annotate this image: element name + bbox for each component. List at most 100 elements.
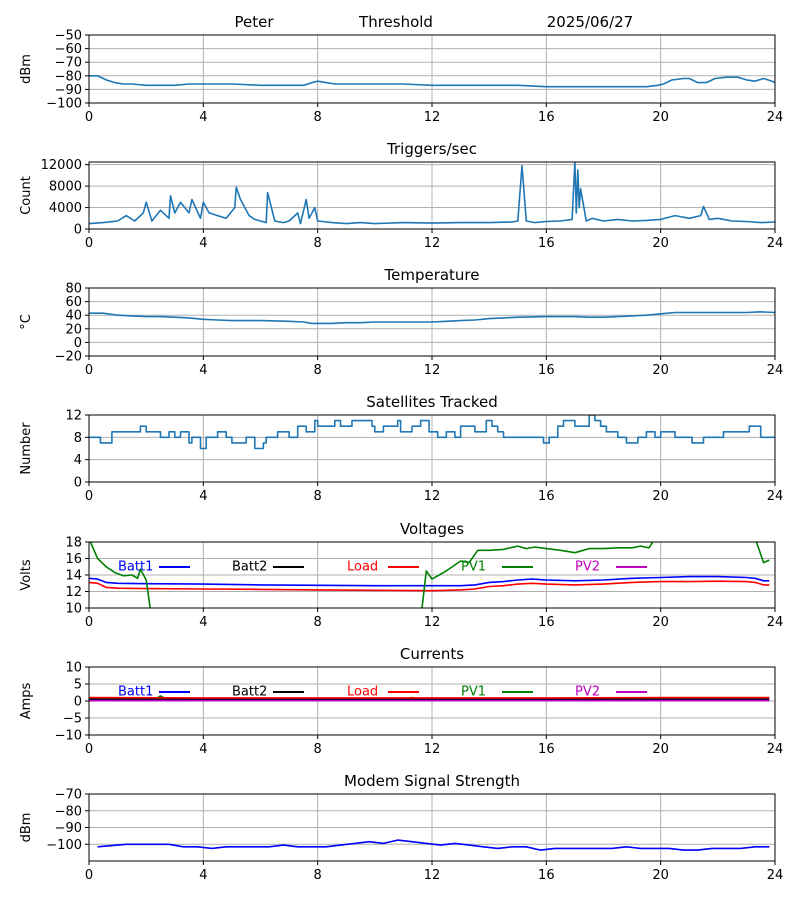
y-tick-label: 0 (74, 336, 82, 351)
legend-label-pv1: PV1 (461, 685, 486, 700)
y-tick-label: 4000 (49, 201, 82, 216)
y-tick-label: −100 (46, 97, 82, 112)
x-tick-label: 4 (199, 868, 207, 883)
x-tick-label: 24 (767, 615, 784, 630)
y-tick-label: −70 (55, 788, 82, 803)
series-line-triggers (89, 162, 775, 225)
legend-label-pv2: PV2 (575, 685, 600, 700)
x-tick-label: 0 (85, 110, 93, 125)
x-tick-label: 20 (652, 615, 669, 630)
y-axis-label: Amps (19, 682, 34, 719)
legend-label-batt2: Batt2 (232, 685, 267, 700)
x-tick-label: 20 (652, 236, 669, 251)
legend-label-load: Load (347, 685, 378, 700)
x-tick-label: 24 (767, 110, 784, 125)
y-tick-label: −80 (55, 69, 82, 84)
x-tick-label: 24 (767, 489, 784, 504)
x-tick-label: 16 (538, 489, 555, 504)
series-line-modem (97, 839, 770, 851)
y-axis-label: Number (19, 422, 34, 475)
header-date: 2025/06/27 (547, 13, 633, 31)
series-line-batt1 (89, 575, 770, 587)
x-tick-label: 12 (424, 236, 441, 251)
x-tick-label: 0 (85, 742, 93, 757)
y-axis-label: Volts (19, 559, 34, 591)
y-tick-label: 4 (74, 453, 82, 468)
figure-header: Peter Threshold 2025/06/27 (234, 13, 633, 31)
legend-label-batt2: Batt2 (232, 560, 267, 575)
y-tick-label: −20 (55, 350, 82, 365)
y-axis-label: dBm (19, 813, 34, 843)
y-tick-label: −80 (55, 804, 82, 819)
x-tick-label: 8 (314, 236, 322, 251)
x-tick-label: 16 (538, 742, 555, 757)
x-tick-label: 12 (424, 742, 441, 757)
x-tick-label: 4 (199, 615, 207, 630)
x-tick-label: 0 (85, 489, 93, 504)
y-tick-label: 8 (74, 431, 82, 446)
x-tick-label: 16 (538, 868, 555, 883)
y-tick-label: −10 (55, 729, 82, 744)
panel-satellites: 0 4 8 12 16 20 24 0 4 8 12 Satellites Tracked Number (19, 393, 783, 504)
series-line-load (89, 580, 770, 592)
x-tick-label: 8 (314, 489, 322, 504)
x-tick-label: 20 (652, 363, 669, 378)
header-station: Peter (234, 13, 274, 31)
y-tick-label: 0 (74, 695, 82, 710)
x-tick-label: 24 (767, 363, 784, 378)
chart-title: Satellites Tracked (366, 393, 497, 411)
chart-title: Temperature (383, 266, 479, 284)
chart-title: Voltages (400, 520, 464, 538)
x-tick-label: 16 (538, 110, 555, 125)
y-tick-label: 12 (65, 409, 82, 424)
x-tick-label: 20 (652, 868, 669, 883)
y-tick-label: 12000 (41, 158, 82, 173)
y-tick-label: −90 (55, 821, 82, 836)
series-line-temperature (89, 311, 775, 325)
y-tick-label: 40 (65, 309, 82, 324)
x-tick-label: 24 (767, 868, 784, 883)
panel-triggers: 0 4 8 12 16 20 24 0 4000 8000 12000 Triggers/sec Cou… (19, 140, 783, 251)
series-line-pv1 (89, 542, 770, 608)
x-tick-label: 12 (424, 110, 441, 125)
y-tick-label: 10 (65, 602, 82, 617)
x-tick-label: 12 (424, 363, 441, 378)
y-tick-label: 80 (65, 282, 82, 297)
chart-title: Triggers/sec (386, 140, 477, 158)
y-tick-label: 0 (74, 223, 82, 238)
x-tick-label: 16 (538, 615, 555, 630)
x-tick-label: 8 (314, 615, 322, 630)
x-tick-label: 12 (424, 489, 441, 504)
y-tick-label: −5 (63, 712, 82, 727)
y-tick-label: 12 (65, 585, 82, 600)
x-tick-label: 20 (652, 110, 669, 125)
x-tick-label: 4 (199, 110, 207, 125)
y-tick-label: 20 (65, 322, 82, 337)
y-tick-label: 8000 (49, 180, 82, 195)
x-tick-label: 8 (314, 363, 322, 378)
x-tick-label: 24 (767, 236, 784, 251)
y-tick-label: −90 (55, 83, 82, 98)
y-tick-label: −50 (55, 29, 82, 44)
x-tick-label: 16 (538, 363, 555, 378)
y-axis-label: dBm (19, 54, 34, 84)
series-line-rssi (89, 75, 775, 88)
x-tick-label: 0 (85, 615, 93, 630)
chart-title: Currents (400, 645, 464, 663)
x-tick-label: 24 (767, 742, 784, 757)
x-tick-label: 4 (199, 236, 207, 251)
panel-rssi: 0 4 8 12 16 20 24 −100−90−80−70−60−50 dBm (19, 29, 783, 126)
y-tick-label: −60 (55, 42, 82, 57)
header-mode: Threshold (358, 13, 433, 31)
series-line-satellites (89, 415, 775, 450)
legend-label-batt1: Batt1 (118, 685, 153, 700)
x-tick-label: 0 (85, 236, 93, 251)
x-tick-label: 16 (538, 236, 555, 251)
x-tick-label: 0 (85, 363, 93, 378)
y-tick-label: −100 (46, 838, 82, 853)
x-tick-label: 8 (314, 868, 322, 883)
x-tick-label: 12 (424, 615, 441, 630)
